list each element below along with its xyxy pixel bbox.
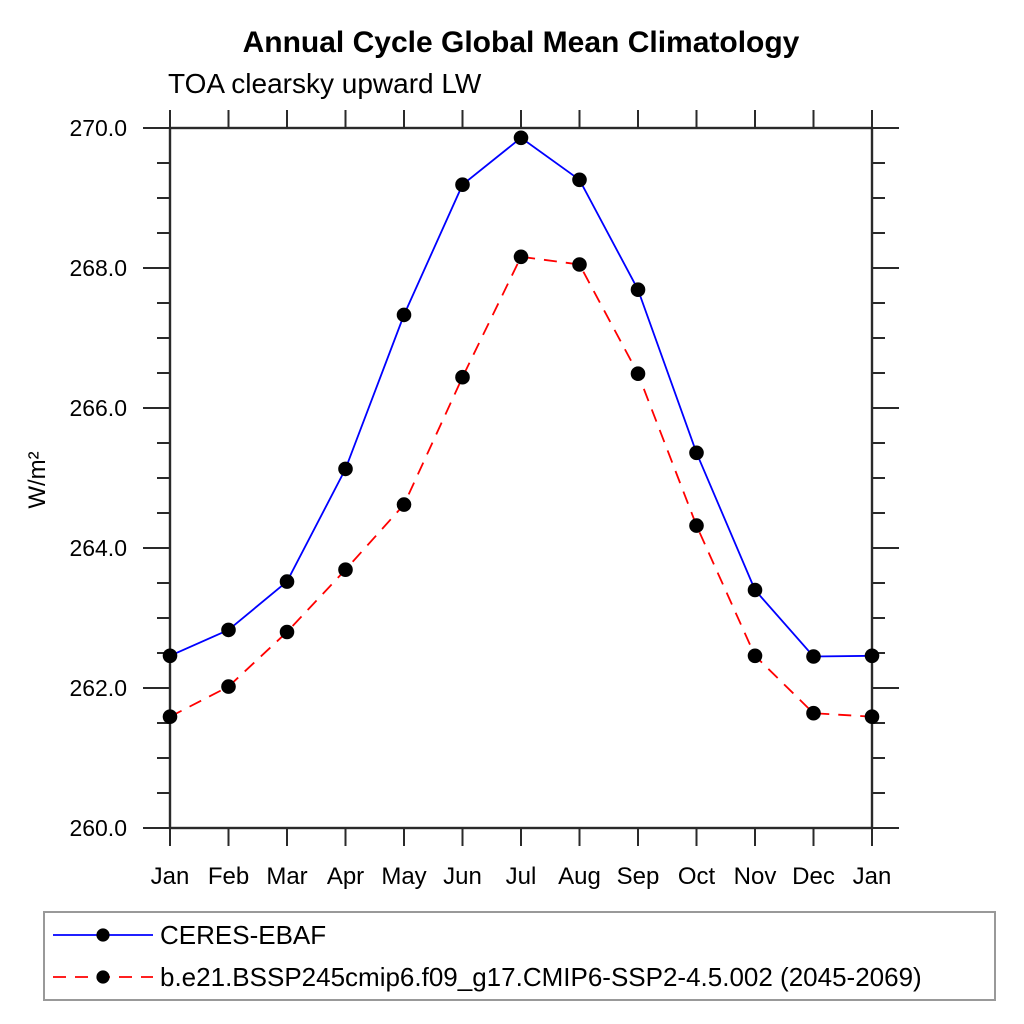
x-tick-label: Sep <box>617 863 660 890</box>
y-tick-label: 266.0 <box>69 395 127 421</box>
y-tick-label: 270.0 <box>69 115 127 141</box>
data-point-marker <box>279 624 295 640</box>
x-tick-label: Aug <box>558 863 601 890</box>
legend-label: CERES-EBAF <box>160 919 327 950</box>
data-point-marker <box>747 582 763 598</box>
data-point-marker <box>279 574 295 589</box>
series-line-model <box>169 255 873 718</box>
chart-title: Annual Cycle Global Mean Climatology <box>242 26 800 59</box>
data-point-marker <box>396 497 412 512</box>
x-tick-label: Mar <box>266 863 307 890</box>
data-point-marker <box>396 307 412 323</box>
x-tick-label: Jan <box>151 863 190 890</box>
legend-line-sample <box>53 970 153 984</box>
x-tick-label: Oct <box>678 863 716 890</box>
legend-item: CERES-EBAF <box>51 915 994 955</box>
data-point-marker <box>338 461 353 477</box>
y-tick-label: 264.0 <box>69 535 127 561</box>
legend-marker-icon <box>96 928 110 942</box>
data-point-marker <box>630 282 646 298</box>
data-point-marker <box>572 172 587 188</box>
plot-frame <box>168 126 874 830</box>
x-tick-label: Apr <box>327 863 364 890</box>
series-line-ceres-ebaf <box>169 136 873 658</box>
data-point-marker <box>513 130 529 146</box>
data-point-marker <box>689 445 704 461</box>
y-tick-label: 268.0 <box>69 255 127 281</box>
data-point-marker <box>806 705 821 721</box>
x-tick-label: Jan <box>853 863 892 890</box>
data-point-marker <box>806 649 821 664</box>
legend-item: b.e21.BSSP245cmip6.f09_g17.CMIP6-SSP2-4.… <box>51 957 994 997</box>
y-tick-label: 260.0 <box>69 815 127 841</box>
data-point-marker <box>572 257 587 272</box>
data-point-marker <box>689 518 704 533</box>
data-point-marker <box>864 709 880 724</box>
legend: CERES-EBAF b.e21.BSSP245cmip6.f09_g17.CMI… <box>43 911 996 1001</box>
x-tick-label: Jun <box>443 863 482 890</box>
legend-line-sample <box>53 928 153 942</box>
y-tick-label: 262.0 <box>69 675 127 701</box>
x-tick-label: Nov <box>734 863 777 890</box>
chart-subtitle: TOA clearsky upward LW <box>168 68 482 99</box>
data-point-marker <box>221 679 236 694</box>
data-point-marker <box>864 648 880 664</box>
data-point-marker <box>513 249 529 265</box>
data-point-marker <box>455 177 470 192</box>
data-point-marker <box>747 648 763 664</box>
legend-marker-icon <box>96 970 110 984</box>
data-point-marker <box>455 369 470 385</box>
data-point-marker <box>221 622 236 638</box>
data-point-marker <box>162 709 178 724</box>
x-tick-label: Dec <box>792 863 835 890</box>
x-tick-label: Jul <box>506 863 537 890</box>
x-tick-label: Feb <box>208 863 249 890</box>
data-point-marker <box>338 562 353 577</box>
legend-label: b.e21.BSSP245cmip6.f09_g17.CMIP6-SSP2-4.… <box>160 961 922 992</box>
data-point-marker <box>162 648 178 664</box>
data-point-marker <box>630 366 646 382</box>
x-tick-label: May <box>381 863 426 890</box>
